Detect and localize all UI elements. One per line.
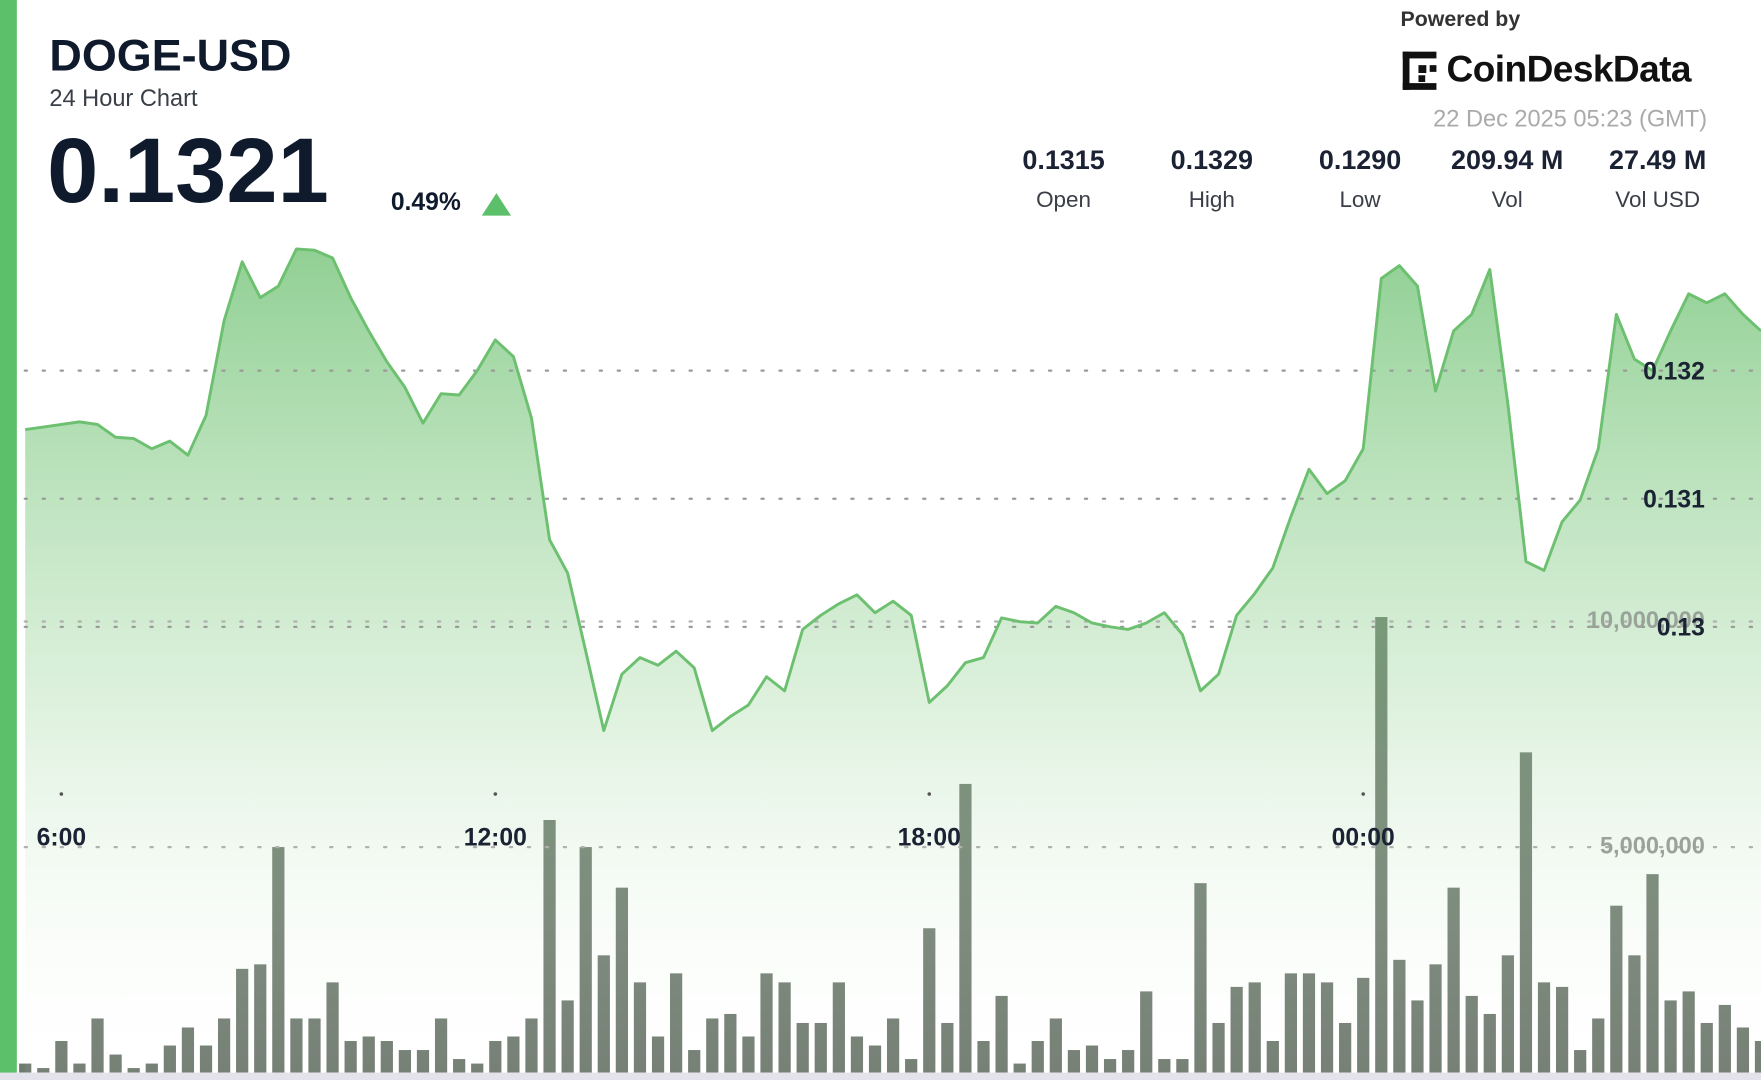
current-price: 0.1321 bbox=[47, 119, 329, 222]
stat-label: High bbox=[1189, 187, 1235, 212]
price-tick-label: 0.13 bbox=[1657, 615, 1705, 642]
price-tick-label: 0.132 bbox=[1643, 358, 1705, 385]
x-tick-mark bbox=[1361, 792, 1366, 796]
x-tick-mark bbox=[59, 792, 64, 796]
accent-bar bbox=[0, 0, 17, 1080]
timestamp: 22 Dec 2025 05:23 (GMT) bbox=[1433, 105, 1707, 131]
stat-value: 0.1315 bbox=[1022, 145, 1104, 175]
price-line bbox=[24, 247, 1761, 733]
stats: 0.1315 Open 0.1329 High 0.1290 Low 209.94 M Vol… bbox=[1022, 145, 1706, 212]
x-tick-label: 6:00 bbox=[37, 825, 86, 852]
stat-label: Vol bbox=[1492, 187, 1523, 212]
grid-layer bbox=[23, 369, 1761, 849]
symbol-title: DOGE-USD bbox=[49, 29, 291, 80]
x-tick-mark bbox=[927, 792, 932, 796]
x-tick-mark bbox=[493, 792, 498, 796]
area-layer bbox=[25, 248, 1761, 1073]
stat-label: Vol USD bbox=[1615, 187, 1700, 212]
labels-layer: 6:00 12:00 18:00 00:00 5,000,00010,000,0000.… bbox=[37, 358, 1705, 858]
x-tick-label: 12:00 bbox=[464, 825, 527, 852]
stat-value: 0.1329 bbox=[1171, 145, 1253, 175]
x-tick-label: 00:00 bbox=[1332, 825, 1395, 852]
volume-tick-label: 10,000,000 bbox=[1587, 607, 1705, 633]
stat-label: Low bbox=[1339, 187, 1381, 212]
powered-by: Powered by bbox=[1400, 7, 1520, 31]
subtitle: 24 Hour Chart bbox=[49, 85, 198, 111]
brand-name: CoinDeskData bbox=[1447, 48, 1692, 90]
up-arrow bbox=[481, 193, 512, 216]
price-tick-label: 0.131 bbox=[1643, 487, 1705, 514]
stat-value: 27.49 M bbox=[1609, 145, 1706, 175]
x-tick-label: 18:00 bbox=[898, 825, 961, 852]
price-change: 0.49% bbox=[391, 189, 461, 216]
brand-logo-icon bbox=[1402, 51, 1437, 90]
line-layer bbox=[24, 247, 1761, 733]
plot: 6:00 12:00 18:00 00:00 5,000,00010,000,0000.… bbox=[19, 247, 1761, 1073]
stat-value: 209.94 M bbox=[1451, 145, 1563, 175]
stat-value: 0.1290 bbox=[1319, 145, 1401, 175]
card-bottom-border bbox=[0, 1072, 1761, 1080]
price-area bbox=[25, 248, 1761, 1073]
volume-tick-label: 5,000,000 bbox=[1600, 832, 1705, 858]
stat-label: Open bbox=[1036, 187, 1091, 212]
